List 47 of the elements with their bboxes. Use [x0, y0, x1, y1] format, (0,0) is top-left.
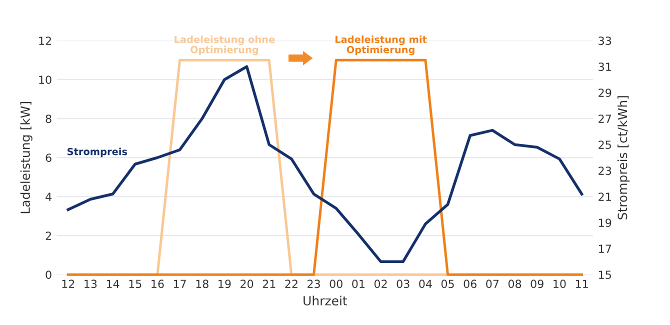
series-label: Strompreis [67, 148, 128, 158]
y2-tick-label: 15 [599, 270, 611, 280]
y2-tick-label: 23 [598, 166, 612, 176]
x-tick-label: 11 [576, 280, 588, 288]
x-tick-label: 15 [129, 280, 142, 288]
x-tick-label: 09 [530, 280, 544, 288]
y-tick-label: 8 [46, 114, 52, 124]
x-tick-label: 22 [285, 280, 298, 288]
series-label: Ladeleistung ohne Optimierung [174, 36, 275, 56]
y2-tick-label: 27 [598, 114, 611, 123]
x-tick-label: 00 [330, 280, 342, 288]
x-tick-label: 03 [396, 280, 410, 288]
x-tick-label: 18 [196, 280, 208, 288]
y2-tick-label: 19 [599, 218, 612, 228]
y2-tick-label: 29 [598, 88, 612, 98]
series-label: Ladeleistung mit Optimierung [336, 36, 427, 56]
x-tick-label: 14 [106, 280, 120, 288]
x-tick-label: 10 [554, 280, 566, 288]
x-tick-label: 17 [174, 280, 186, 288]
x-tick-label: 23 [308, 280, 320, 288]
y-tick-label: 0 [46, 270, 52, 280]
x-tick-label: 07 [486, 280, 499, 288]
y-tick-label: 6 [46, 154, 52, 162]
x-tick-label: 20 [240, 280, 254, 288]
y2-axis-title: Strompreis [ct/kWh] [618, 96, 630, 220]
y-tick-label: 10 [39, 76, 52, 84]
x-tick-label: 16 [152, 280, 164, 288]
x-tick-label: 19 [218, 280, 231, 288]
y-tick-label: 12 [39, 36, 51, 45]
y2-tick-label: 17 [599, 244, 611, 253]
x-tick-label: 02 [374, 280, 387, 288]
y-tick-label: 2 [46, 232, 51, 240]
y-axis-title: Ladeleistung [kW] [20, 102, 32, 214]
x-tick-label: 05 [441, 280, 454, 288]
x-tick-label: 12 [62, 280, 74, 288]
x-tick-label: 06 [464, 280, 476, 288]
y2-tick-label: 33 [598, 36, 612, 46]
x-tick-label: 01 [352, 280, 364, 288]
y2-tick-label: 25 [598, 140, 611, 150]
x-tick-label: 13 [84, 280, 97, 288]
y-tick-label: 4 [46, 192, 52, 201]
y2-tick-label: 31 [598, 62, 611, 72]
x-tick-label: 04 [419, 280, 432, 288]
y2-tick-label: 21 [598, 192, 611, 201]
x-axis-title: Uhrzeit [304, 296, 348, 306]
x-tick-label: 08 [508, 280, 522, 288]
x-tick-label: 21 [262, 280, 276, 288]
